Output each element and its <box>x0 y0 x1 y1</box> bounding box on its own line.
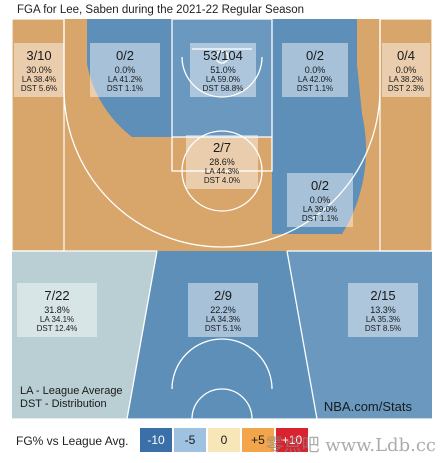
legend: FG% vs League Avg. -10 -5 0 +5 +10 <box>0 426 442 456</box>
zone-label-fg: 2/7 <box>213 140 231 155</box>
zone-label-fg: 2/15 <box>370 288 395 303</box>
zone-label-pct: 51.0% <box>210 65 236 75</box>
zone-label-fg: 0/2 <box>311 178 329 193</box>
zone-label-la: LA 34.1% <box>40 315 74 324</box>
zone-label-la: LA 38.4% <box>22 75 56 84</box>
zone-label-la: LA 44.3% <box>205 167 239 176</box>
zone-label-pct: 30.0% <box>26 65 52 75</box>
zone-label-la: LA 42.0% <box>298 75 332 84</box>
zone-label-dst: DST 1.1% <box>297 84 333 93</box>
zone-label-la: LA 39.0% <box>303 205 337 214</box>
zone-label-dst: DST 5.6% <box>21 84 57 93</box>
zone-label-fg: 53/104 <box>203 48 243 63</box>
zone-top-3-center <box>127 251 317 419</box>
zone-label-dst: DST 12.4% <box>37 324 78 333</box>
zone-label-fg: 7/22 <box>44 288 69 303</box>
zone-label-dst: DST 2.3% <box>388 84 424 93</box>
zone-left-corner-3 <box>12 19 64 251</box>
zone-label-pct: 0.0% <box>115 65 136 75</box>
zone-label-pct: 0.0% <box>396 65 417 75</box>
zone-label-fg: 0/2 <box>116 48 134 63</box>
zone-label-dst: DST 1.1% <box>302 214 338 223</box>
legend-chip: 0 <box>208 428 240 452</box>
footnote-la: LA - League Average <box>20 385 123 397</box>
source-label: NBA.com/Stats <box>323 399 412 414</box>
zone-right-corner-3 <box>380 19 432 251</box>
zone-left-wing-3 <box>12 251 157 419</box>
zone-label-la: LA 35.3% <box>366 315 400 324</box>
zone-label-dst: DST 4.0% <box>204 176 240 185</box>
legend-chip: +5 <box>242 428 274 452</box>
zone-label-pct: 28.6% <box>209 157 235 167</box>
footnote-dst: DST - Distribution <box>20 398 107 410</box>
zone-right-wing-3 <box>287 251 432 419</box>
zone-label-fg: 3/10 <box>26 48 51 63</box>
zone-label-la: LA 34.3% <box>206 315 240 324</box>
zone-label-dst: DST 1.1% <box>107 84 143 93</box>
legend-chip: +10 <box>276 428 308 452</box>
zone-label-dst: DST 5.1% <box>205 324 241 333</box>
zone-right-baseline-mid <box>272 19 357 137</box>
zone-label-fg: 2/9 <box>214 288 232 303</box>
legend-chip: -10 <box>140 428 172 452</box>
watermark-logo: 零点吧 www.Ldb.cc <box>265 435 436 456</box>
zone-label-dst: DST 8.5% <box>365 324 401 333</box>
zone-label-pct: 31.8% <box>44 305 70 315</box>
zone-label-la: LA 59.0% <box>206 75 240 84</box>
shot-chart-court: 3/10 30.0% LA 38.4% DST 5.6% 0/2 0.0% LA… <box>12 19 432 419</box>
zone-label-pct: 22.2% <box>210 305 236 315</box>
legend-title: FG% vs League Avg. <box>16 434 129 448</box>
zone-label-pct: 0.0% <box>305 65 326 75</box>
zone-label-pct: 0.0% <box>310 195 331 205</box>
zone-label-la: LA 41.2% <box>108 75 142 84</box>
zone-label-fg: 0/2 <box>306 48 324 63</box>
zone-restricted-area <box>172 19 272 137</box>
legend-chip: -5 <box>174 428 206 452</box>
zone-left-baseline-mid <box>87 19 172 137</box>
zone-label-dst: DST 58.8% <box>203 84 244 93</box>
zone-paint <box>172 137 272 197</box>
zone-label-la: LA 38.2% <box>389 75 423 84</box>
zone-label-pct: 13.3% <box>370 305 396 315</box>
zone-label-fg: 0/4 <box>397 48 415 63</box>
chart-title: FGA for Lee, Saben during the 2021-22 Re… <box>17 4 305 16</box>
